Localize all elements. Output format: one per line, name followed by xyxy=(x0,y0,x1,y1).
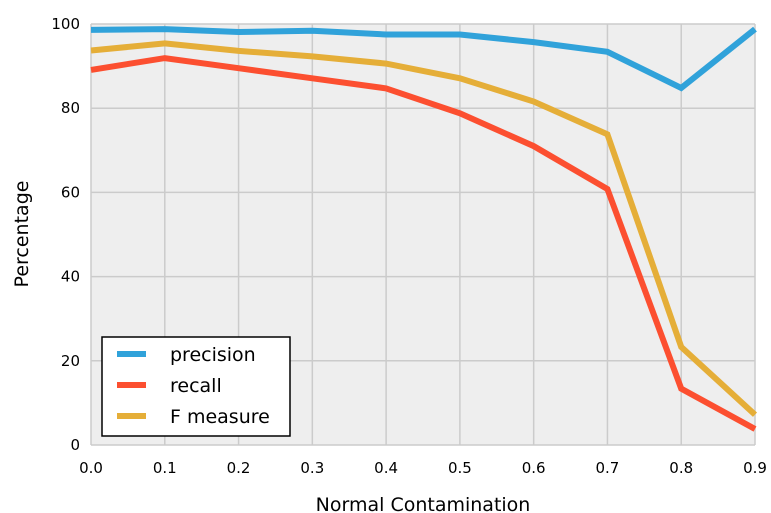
x-axis-ticks: 0.0 0.1 0.2 0.3 0.4 0.5 0.6 0.7 0.8 0.9 xyxy=(79,459,767,477)
series-line-recall xyxy=(90,55,757,432)
y-tick-label: 60 xyxy=(61,183,80,201)
legend-label: F measure xyxy=(170,406,270,428)
y-axis-title: Percentage xyxy=(11,181,33,288)
x-tick-label: 0.8 xyxy=(669,459,693,477)
x-tick-label: 0.3 xyxy=(300,459,324,477)
x-tick-label: 0.5 xyxy=(448,459,472,477)
x-tick-label: 0.6 xyxy=(522,459,546,477)
x-tick-label: 0.0 xyxy=(79,459,103,477)
y-tick-label: 0 xyxy=(70,436,80,454)
y-tick-label: 40 xyxy=(61,268,80,286)
legend-label: precision xyxy=(170,344,256,366)
x-axis-title: Normal Contamination xyxy=(316,494,531,513)
x-tick-label: 0.7 xyxy=(596,459,620,477)
legend: precision recall F measure xyxy=(101,336,291,437)
series-line-precision xyxy=(90,26,757,92)
x-tick-label: 0.2 xyxy=(227,459,251,477)
grid xyxy=(90,23,756,446)
y-tick-label: 20 xyxy=(61,352,80,370)
y-tick-label: 100 xyxy=(51,15,80,33)
x-tick-label: 0.4 xyxy=(374,459,398,477)
series-line-f-measure xyxy=(90,40,758,417)
y-axis-ticks: 0 20 40 60 80 100 xyxy=(51,15,80,454)
legend-label: recall xyxy=(170,375,222,397)
series-lines xyxy=(90,26,758,432)
x-tick-label: 0.9 xyxy=(743,459,767,477)
y-tick-label: 80 xyxy=(61,99,80,117)
x-tick-label: 0.1 xyxy=(153,459,177,477)
